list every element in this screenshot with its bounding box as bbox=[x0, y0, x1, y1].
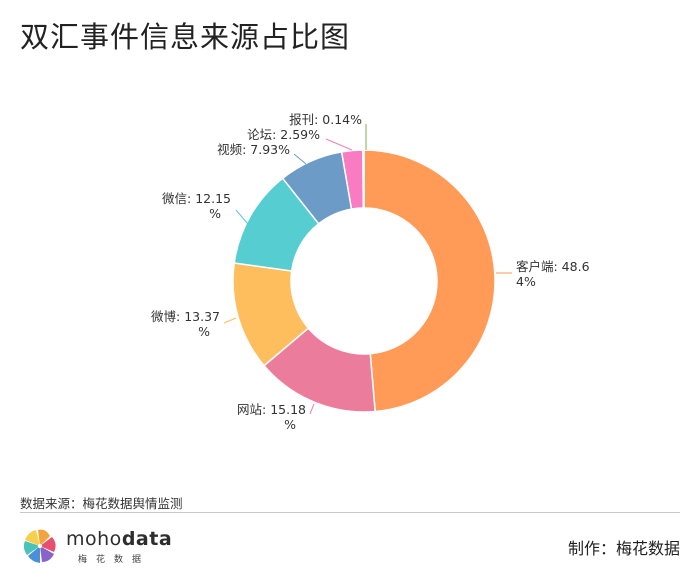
slice-1 bbox=[363, 149, 496, 413]
slice-label: 论坛: 2.59% bbox=[247, 127, 320, 142]
slice-7 bbox=[362, 149, 365, 209]
slice-label: 视频: 7.93% bbox=[217, 142, 290, 157]
data-source-note: 数据来源：梅花数据舆情监测 bbox=[20, 496, 183, 511]
label-leader-line bbox=[235, 209, 249, 225]
slice-label: 报刊: 0.14% bbox=[289, 112, 362, 127]
label-leader-line bbox=[309, 403, 315, 415]
slice-label: 微博: 13.37% bbox=[151, 309, 220, 339]
donut-chart: 客户端: 48.6 4% 网站: 15.18 % 微博: 13.37 % 微信: 12.15… bbox=[151, 112, 590, 432]
logo-wordmark: mohodata bbox=[66, 528, 173, 550]
pinwheel-logo-icon bbox=[23, 529, 56, 563]
logo-subtitle: 梅花数据 bbox=[78, 555, 151, 565]
footer-divider bbox=[20, 512, 680, 513]
chart-labels: 客户端: 48.6 4% 网站: 15.18 % 微博: 13.37 % 微信: 12.15… bbox=[151, 112, 590, 432]
credit-text: 制作：梅花数据 bbox=[567, 539, 680, 558]
slice-label: 微信: 12.15% bbox=[162, 191, 231, 221]
label-leader-line bbox=[293, 153, 307, 165]
chart-slices bbox=[232, 149, 496, 413]
page-title: 双汇事件信息来源占比图 bbox=[20, 20, 351, 54]
label-leader-line bbox=[223, 317, 237, 324]
slice-label: 客户端: 48.6 4% bbox=[516, 259, 590, 289]
mohodata-logo: mohodata 梅花数据 bbox=[20, 526, 172, 566]
label-leader-line bbox=[325, 138, 353, 151]
slice-label: 网站: 15.18% bbox=[237, 402, 306, 432]
